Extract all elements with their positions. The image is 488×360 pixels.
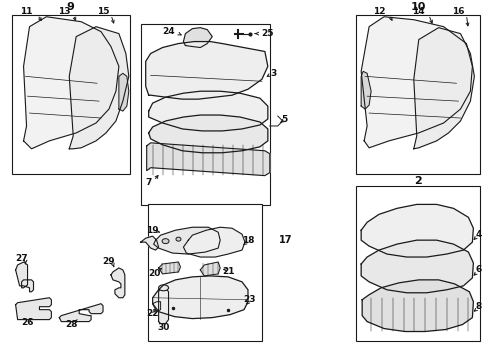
Text: 10: 10 bbox=[410, 2, 425, 12]
Text: 20: 20 bbox=[148, 269, 161, 278]
Text: 25: 25 bbox=[261, 29, 273, 38]
Text: 7: 7 bbox=[145, 178, 152, 187]
Ellipse shape bbox=[162, 239, 169, 244]
Text: 11: 11 bbox=[20, 7, 33, 16]
Polygon shape bbox=[158, 288, 168, 324]
Text: 30: 30 bbox=[157, 323, 169, 332]
Bar bbox=[147, 204, 262, 341]
Text: 5: 5 bbox=[281, 114, 287, 123]
Polygon shape bbox=[362, 280, 472, 332]
Text: 31: 31 bbox=[164, 234, 177, 243]
Polygon shape bbox=[361, 240, 472, 293]
Text: 26: 26 bbox=[21, 318, 34, 327]
Text: 22: 22 bbox=[146, 309, 159, 318]
Polygon shape bbox=[146, 143, 269, 176]
Polygon shape bbox=[183, 227, 244, 257]
Text: 14: 14 bbox=[411, 7, 424, 16]
Text: 24: 24 bbox=[162, 27, 175, 36]
Polygon shape bbox=[152, 302, 160, 312]
Polygon shape bbox=[111, 268, 124, 298]
Text: 3: 3 bbox=[270, 69, 276, 78]
Polygon shape bbox=[361, 17, 471, 148]
Polygon shape bbox=[119, 73, 128, 111]
Text: 9: 9 bbox=[67, 2, 75, 12]
Bar bbox=[355, 15, 479, 174]
Polygon shape bbox=[148, 115, 267, 153]
Ellipse shape bbox=[176, 237, 181, 241]
Polygon shape bbox=[413, 28, 473, 149]
Polygon shape bbox=[183, 28, 212, 48]
Polygon shape bbox=[200, 262, 220, 276]
Polygon shape bbox=[152, 276, 247, 319]
Text: 29: 29 bbox=[102, 257, 115, 266]
Polygon shape bbox=[361, 71, 370, 109]
Polygon shape bbox=[148, 91, 267, 131]
Polygon shape bbox=[361, 204, 472, 257]
Polygon shape bbox=[16, 298, 51, 320]
Text: 8: 8 bbox=[474, 302, 481, 311]
Polygon shape bbox=[69, 27, 128, 149]
Text: 2: 2 bbox=[413, 176, 421, 185]
Bar bbox=[141, 24, 269, 206]
Text: 17: 17 bbox=[278, 235, 292, 245]
Text: 13: 13 bbox=[58, 7, 70, 16]
Text: 28: 28 bbox=[65, 320, 77, 329]
Text: 18: 18 bbox=[241, 236, 254, 245]
Text: 16: 16 bbox=[451, 7, 464, 16]
Text: 15: 15 bbox=[97, 7, 109, 16]
Bar bbox=[355, 185, 479, 341]
Polygon shape bbox=[59, 304, 103, 321]
Polygon shape bbox=[16, 262, 34, 292]
Polygon shape bbox=[153, 227, 220, 254]
Text: 23: 23 bbox=[243, 295, 256, 304]
Text: 1: 1 bbox=[211, 44, 219, 54]
Text: 6: 6 bbox=[474, 265, 481, 274]
Ellipse shape bbox=[158, 285, 168, 291]
Bar bbox=[12, 15, 129, 174]
Text: 4: 4 bbox=[474, 230, 481, 239]
Text: 19: 19 bbox=[146, 226, 159, 235]
Text: 12: 12 bbox=[372, 7, 385, 16]
Polygon shape bbox=[141, 236, 158, 250]
Text: 21: 21 bbox=[222, 267, 234, 276]
Polygon shape bbox=[23, 17, 119, 149]
Text: 27: 27 bbox=[15, 253, 28, 262]
Polygon shape bbox=[145, 41, 267, 99]
Polygon shape bbox=[158, 262, 180, 274]
